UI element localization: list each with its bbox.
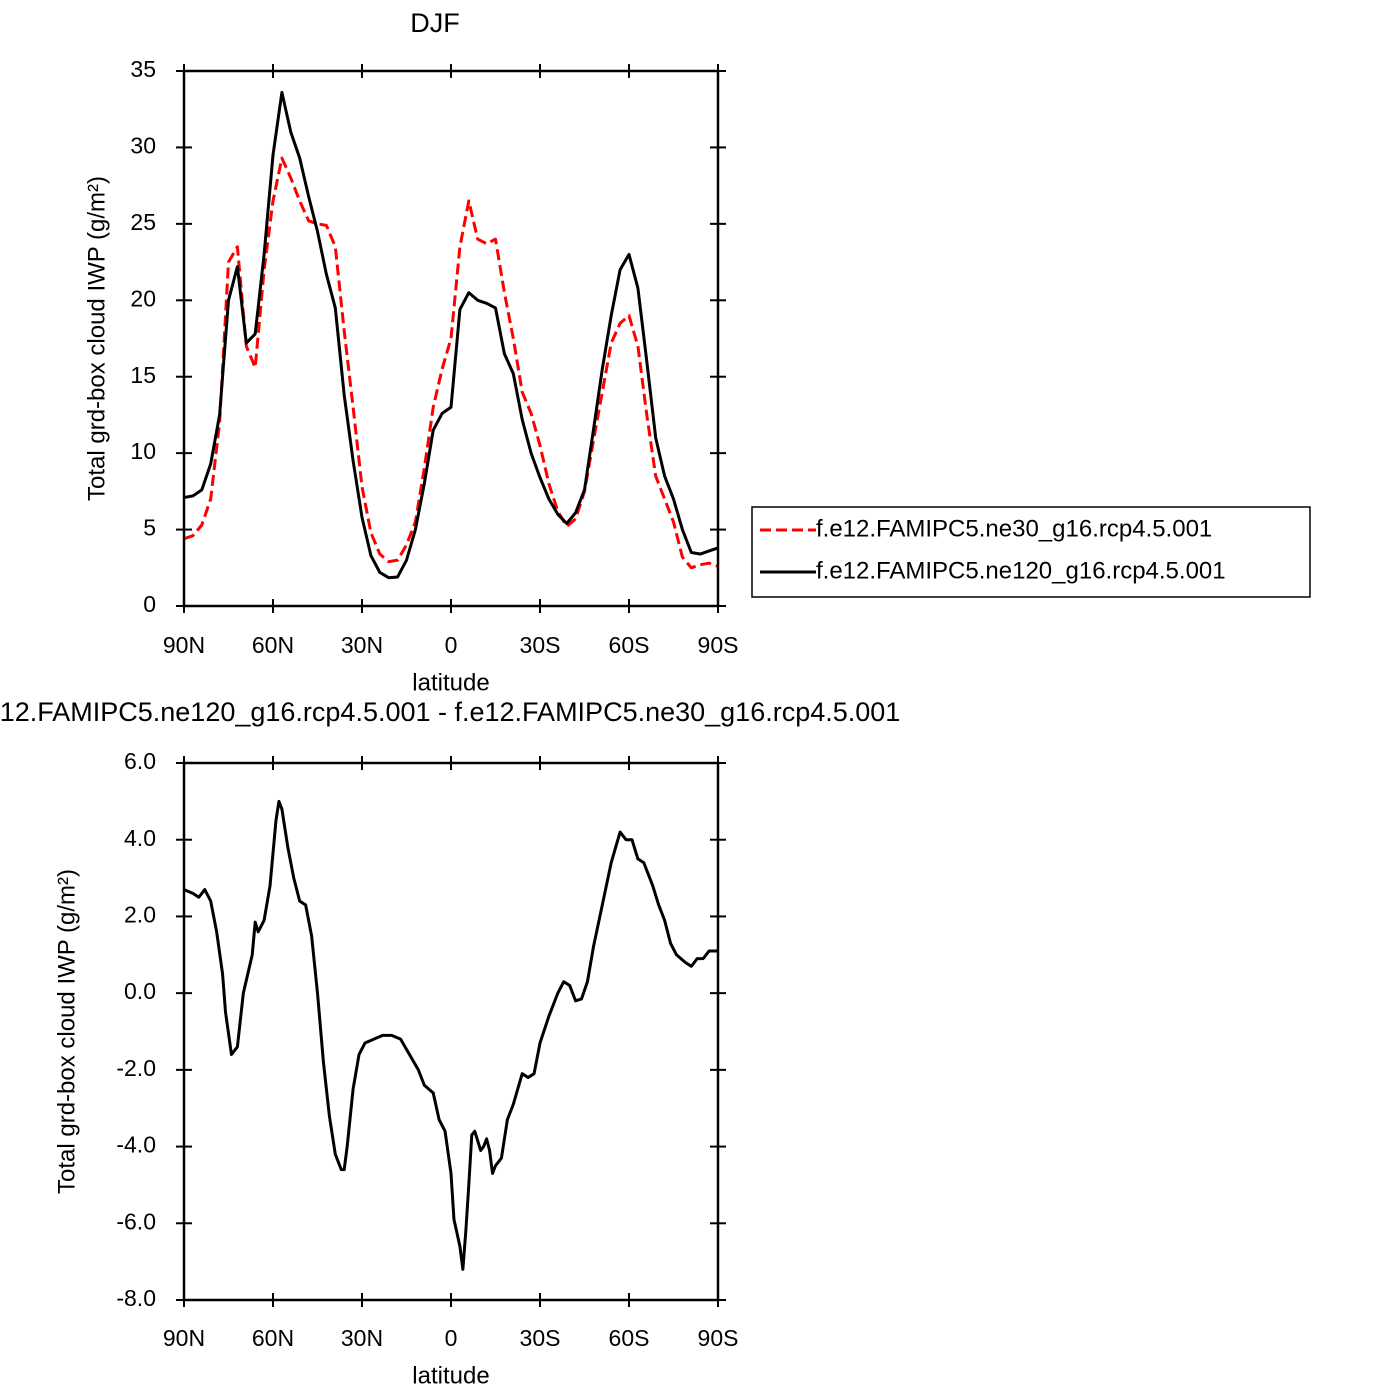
y-tick-label: 2.0 <box>124 902 156 928</box>
y-axis-label: Total grd-box cloud IWP (g/m²) <box>83 176 110 501</box>
y-tick-label: -4.0 <box>116 1132 156 1158</box>
y-tick-label: 20 <box>130 285 156 311</box>
plot-frame <box>182 761 720 1302</box>
x-tick-label: 90N <box>163 1325 205 1351</box>
y-tick-label: 30 <box>130 133 156 159</box>
y-tick-label: 5 <box>143 515 156 541</box>
x-tick-label: 30S <box>520 632 561 658</box>
x-tick-label: 90S <box>698 1325 739 1351</box>
y-tick-label: -8.0 <box>116 1285 156 1311</box>
y-tick-label: 15 <box>130 362 156 388</box>
y-tick-label: 10 <box>130 438 156 464</box>
x-tick-label: 90N <box>163 632 205 658</box>
y-tick-label: 6.0 <box>124 748 156 774</box>
y-tick-label: 0 <box>143 591 156 617</box>
chart-title: DJF <box>410 8 460 38</box>
x-tick-label: 0 <box>445 632 458 658</box>
y-tick-label: 0.0 <box>124 978 156 1004</box>
x-tick-label: 60S <box>609 632 650 658</box>
y-axis-label: Total grd-box cloud IWP (g/m²) <box>53 869 80 1194</box>
x-axis-label: latitude <box>412 669 489 696</box>
data-line <box>183 799 718 1271</box>
legend-box <box>751 506 1311 598</box>
x-tick-label: 30N <box>341 1325 383 1351</box>
x-tick-label: 60S <box>609 1325 650 1351</box>
x-tick-label: 30S <box>520 1325 561 1351</box>
legend-label: f.e12.FAMIPC5.ne120_g16.rcp4.5.001 <box>816 557 1226 584</box>
x-tick-label: 30N <box>341 632 383 658</box>
x-tick-label: 60N <box>252 632 294 658</box>
data-line <box>183 156 719 570</box>
data-line <box>183 90 719 580</box>
y-tick-label: -6.0 <box>116 1208 156 1234</box>
y-tick-label: -2.0 <box>116 1055 156 1081</box>
y-tick-label: 4.0 <box>124 825 156 851</box>
plot-frame <box>182 69 720 608</box>
y-tick-label: 25 <box>130 209 156 235</box>
x-tick-label: 60N <box>252 1325 294 1351</box>
chart-title: f.e12.FAMIPC5.ne120_g16.rcp4.5.001 - f.e… <box>0 697 900 727</box>
x-tick-label: 0 <box>445 1325 458 1351</box>
x-axis-label: latitude <box>412 1362 489 1389</box>
y-tick-label: 35 <box>130 56 156 82</box>
x-tick-label: 90S <box>698 632 739 658</box>
legend-label: f.e12.FAMIPC5.ne30_g16.rcp4.5.001 <box>816 515 1212 542</box>
